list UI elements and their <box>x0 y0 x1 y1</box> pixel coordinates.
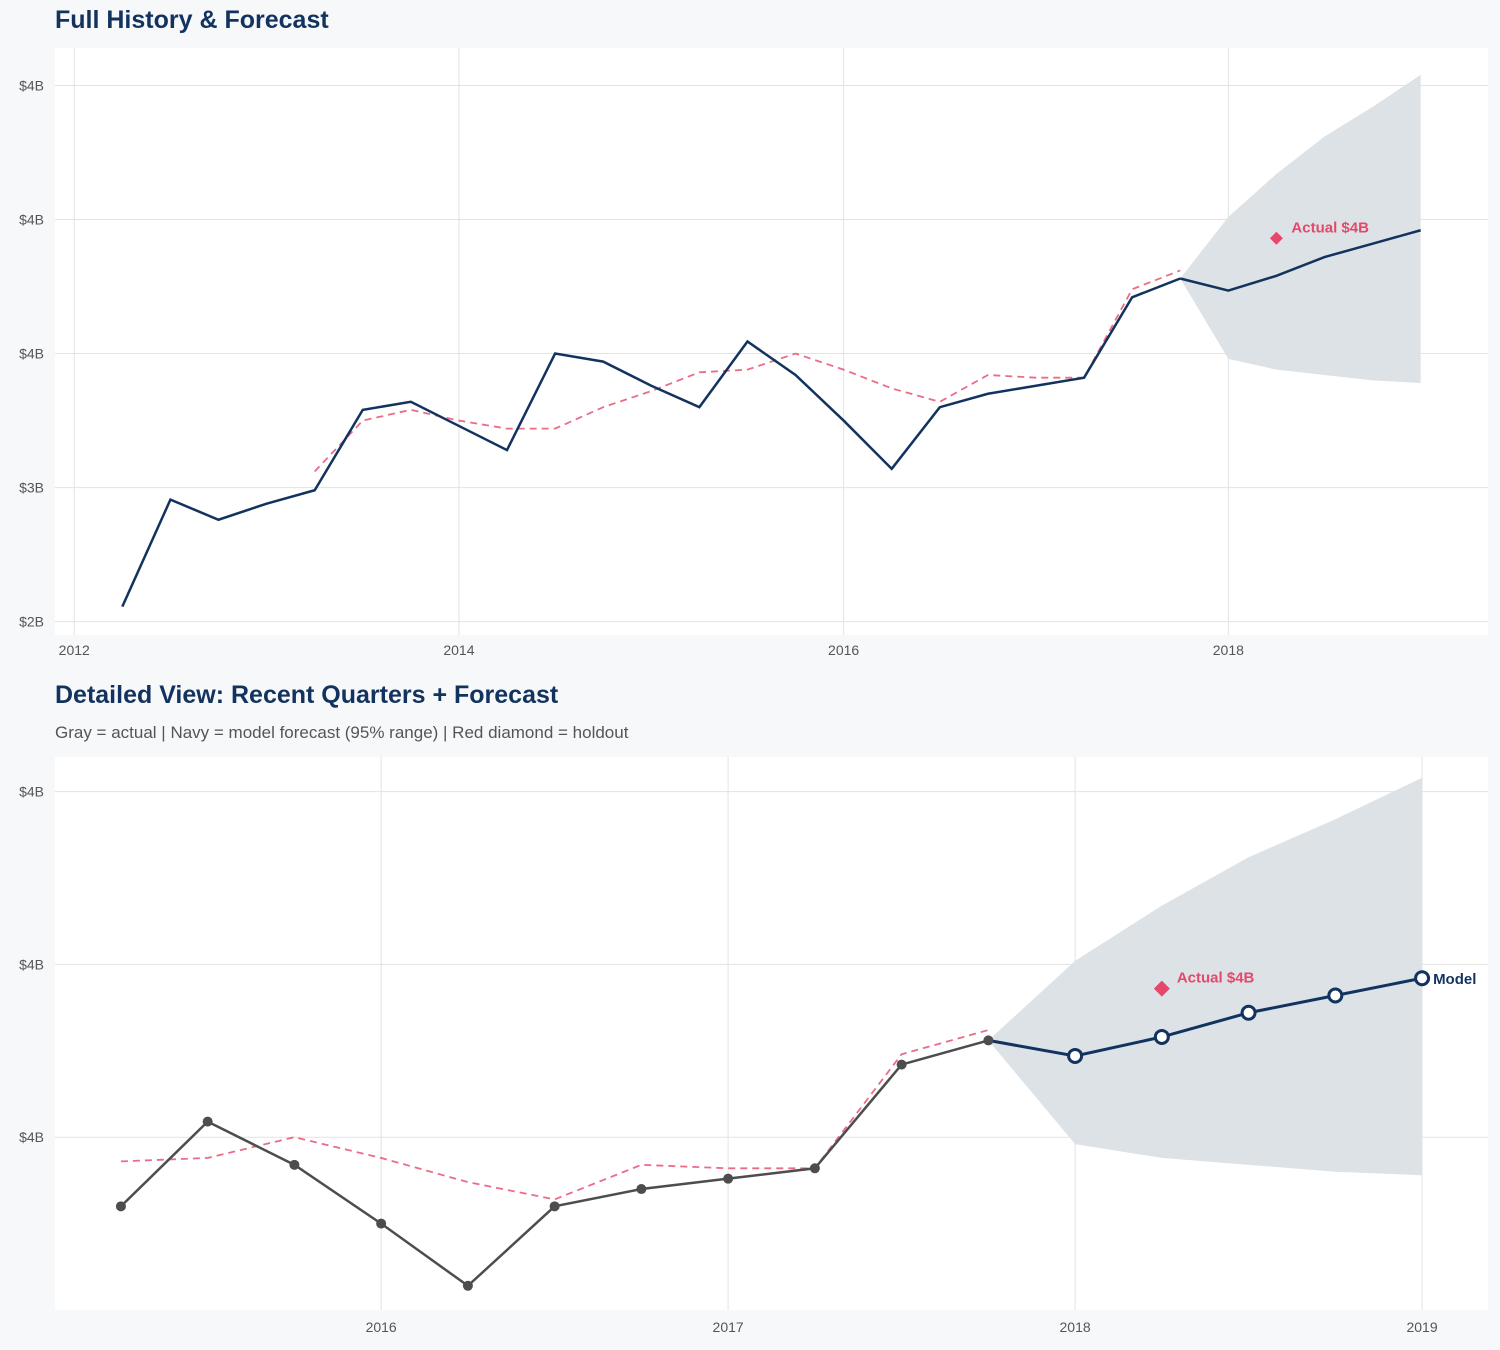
forecast-point <box>1067 1047 1084 1064</box>
holdout-diamond <box>1153 980 1170 997</box>
chart-title-full-history: Full History & Forecast <box>55 6 329 34</box>
actual-point <box>462 1280 473 1291</box>
x-tick-label: 2018 <box>1060 1319 1091 1335</box>
fitted-line <box>120 1029 989 1201</box>
fitted-line <box>314 269 1181 473</box>
actual-line <box>121 277 1181 608</box>
y-tick-label: $4B <box>19 346 44 362</box>
forecast-line <box>1179 229 1422 292</box>
full-history-chart: $2B $3B $4B $4B $4B 2012 2014 2016 2018 Actual $4… <box>19 48 1488 658</box>
forecast-line <box>988 976 1423 1058</box>
chart-subtitle: Gray = actual | Navy = model forecast (9… <box>55 723 629 742</box>
x-tick-label: 2019 <box>1406 1319 1437 1335</box>
actual-point <box>636 1184 647 1195</box>
forecast-range-band <box>988 777 1423 1176</box>
actual-point <box>289 1159 300 1170</box>
forecast-range-band <box>1180 74 1421 384</box>
forecast-point <box>1327 987 1344 1004</box>
actual-point <box>376 1218 387 1229</box>
actual-point <box>896 1059 907 1070</box>
actual-point <box>983 1035 994 1046</box>
actual-point <box>115 1201 126 1212</box>
forecast-point <box>1153 1028 1170 1045</box>
actual-point <box>809 1163 820 1174</box>
actual-point <box>202 1116 213 1127</box>
x-tick-label: 2016 <box>366 1319 397 1335</box>
holdout-label: Actual $4B <box>1291 219 1369 236</box>
model-label: Model <box>1433 971 1476 988</box>
forecast-point <box>1240 1004 1257 1021</box>
y-tick-label: $3B <box>19 480 44 496</box>
y-tick-label: $4B <box>19 1129 44 1145</box>
holdout-label: Actual $4B <box>1177 970 1255 987</box>
chart-title-detailed-view: Detailed View: Recent Quarters + Forecas… <box>55 681 559 709</box>
y-tick-label: $4B <box>19 784 44 800</box>
holdout-diamond <box>1269 231 1283 245</box>
y-tick-label: $4B <box>19 212 44 228</box>
actual-point <box>549 1201 560 1212</box>
x-tick-label: 2018 <box>1213 642 1244 658</box>
x-tick-label: 2016 <box>828 642 859 658</box>
y-tick-label: $4B <box>19 956 44 972</box>
forecast-point <box>1414 970 1431 987</box>
actual-point <box>723 1173 734 1184</box>
x-tick-label: 2014 <box>443 642 474 658</box>
y-tick-label: $4B <box>19 78 44 94</box>
x-tick-label: 2017 <box>713 1319 744 1335</box>
y-tick-label: $2B <box>19 614 44 630</box>
x-tick-label: 2012 <box>59 642 90 658</box>
